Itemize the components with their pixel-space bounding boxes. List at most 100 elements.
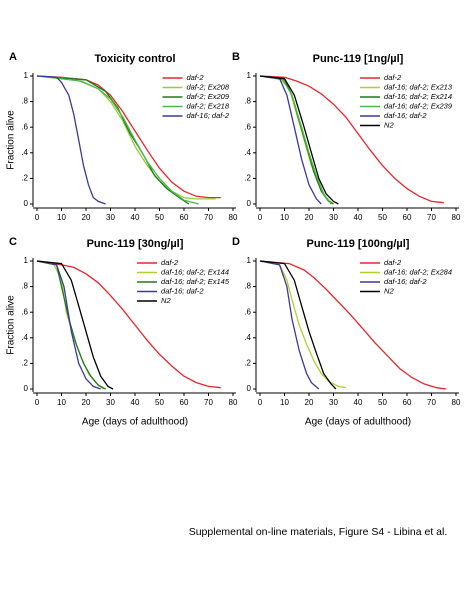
x-tick-label: 60 [403,213,412,222]
x-tick-label: 30 [329,398,338,407]
x-tick-label: 30 [329,213,338,222]
y-tick-label: .8 [244,282,251,291]
x-tick-label: 70 [427,213,436,222]
x-tick-label: 0 [258,398,263,407]
x-tick-label: 80 [229,398,238,407]
x-tick-label: 10 [280,398,289,407]
legend-label: daf-16; daf-2 [161,286,204,295]
x-tick-label: 50 [378,213,387,222]
y-tick-label: .2 [21,359,28,368]
y-tick-label: .6 [21,122,28,131]
x-tick-label: 20 [82,398,91,407]
y-tick-label: .8 [21,282,28,291]
legend-label: daf-16; daf-2; Ex284 [384,267,452,276]
y-tick-label: .6 [244,307,251,316]
y-tick-label: 1 [247,256,252,265]
survival-curve [36,260,114,390]
x-tick-label: 70 [427,398,436,407]
x-tick-label: 40 [131,398,140,407]
survival-curve [259,260,447,390]
survival-curve [36,260,101,390]
y-tick-label: 0 [24,199,29,208]
legend-label: daf-2; Ex208 [186,82,229,91]
x-tick-label: 70 [204,398,213,407]
legend-label: N2 [384,286,394,295]
x-tick-label: 50 [155,213,164,222]
x-axis-label: Age (days of adulthood) [305,417,411,428]
x-tick-label: 50 [155,398,164,407]
x-tick-label: 60 [403,398,412,407]
y-tick-label: .8 [21,97,28,106]
x-tick-label: 0 [35,398,40,407]
chart-title: Toxicity control [94,53,175,65]
x-tick-label: 40 [131,213,140,222]
panel-letter: D [232,236,240,248]
legend-label: daf-16; daf-2; Ex145 [161,277,230,286]
legend-label: daf-2; Ex218 [186,101,229,110]
legend-label: daf-16; daf-2; Ex214 [384,92,452,101]
x-tick-label: 50 [378,398,387,407]
y-tick-label: .6 [244,122,251,131]
y-tick-label: 0 [247,199,252,208]
y-tick-label: 0 [247,384,252,393]
x-axis-label: Age (days of adulthood) [82,417,188,428]
y-axis-label: Fraction alive [6,110,17,170]
x-tick-label: 20 [82,213,91,222]
legend-label: daf-2 [161,258,179,267]
chart-title: Punc-119 [1ng/µl] [313,53,404,65]
x-tick-label: 30 [106,398,115,407]
legend-label: daf-2; Ex209 [186,92,229,101]
survival-curve [36,260,106,390]
x-tick-label: 10 [280,213,289,222]
x-tick-label: 30 [106,213,115,222]
x-tick-label: 60 [180,398,189,407]
y-axis-label: Fraction alive [6,295,17,355]
legend-label: N2 [384,120,394,129]
x-tick-label: 10 [57,213,66,222]
survival-curve [259,260,320,390]
x-tick-label: 0 [35,213,40,222]
y-tick-label: 1 [24,71,29,80]
x-tick-label: 80 [229,213,238,222]
survival-curve [259,260,346,389]
legend-label: daf-2 [186,73,204,82]
y-tick-label: .4 [21,148,28,157]
x-tick-label: 10 [57,398,66,407]
panel-letter: C [9,236,17,248]
y-tick-label: .4 [21,333,28,342]
legend-label: daf-16; daf-2; Ex239 [384,101,453,110]
legend-label: daf-16; daf-2; Ex144 [161,267,229,276]
caption: Supplemental on-line materials, Figure S… [189,526,448,538]
survival-curve [259,75,332,205]
y-tick-label: .4 [244,333,251,342]
x-tick-label: 80 [452,398,461,407]
y-tick-label: .6 [21,307,28,316]
chart-title: Punc-119 [100ng/µl] [307,238,410,250]
survival-curve [259,75,339,205]
y-tick-label: .4 [244,148,251,157]
chart-title: Punc-119 [30ng/µl] [87,238,184,250]
x-tick-label: 40 [354,213,363,222]
x-tick-label: 70 [204,213,213,222]
y-tick-label: 1 [24,256,29,265]
legend-label: N2 [161,296,171,305]
x-tick-label: 60 [180,213,189,222]
survival-curve [259,260,337,390]
y-tick-label: 0 [24,384,29,393]
y-tick-label: .2 [21,174,28,183]
y-tick-label: .8 [244,97,251,106]
x-tick-label: 20 [305,398,314,407]
legend-label: daf-16; daf-2 [384,111,427,120]
x-tick-label: 80 [452,213,461,222]
legend-label: daf-16; daf-2; Ex213 [384,82,453,91]
legend-label: daf-2 [384,258,402,267]
legend-label: daf-2 [384,73,402,82]
survival-curve [36,75,199,205]
survival-curve [259,75,322,205]
x-tick-label: 0 [258,213,263,222]
y-tick-label: .2 [244,359,251,368]
survival-curve [36,260,221,389]
panel-letter: B [232,51,240,63]
legend-label: daf-16; daf-2 [384,277,427,286]
